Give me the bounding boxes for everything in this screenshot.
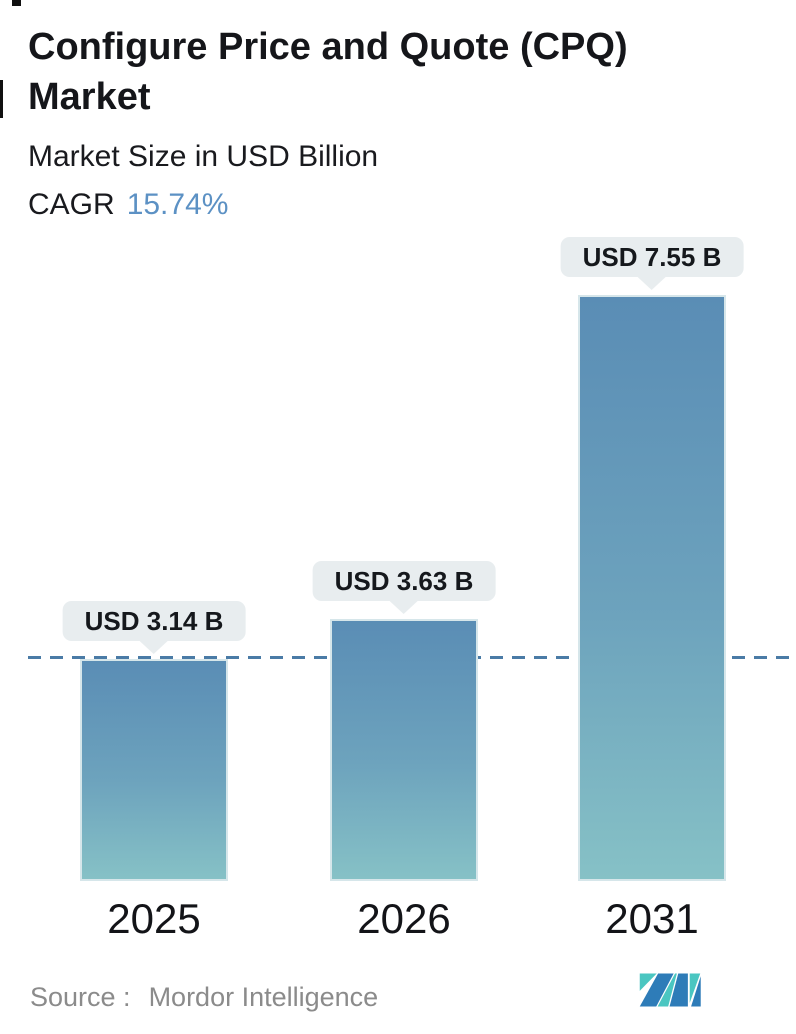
bar-2025	[80, 659, 228, 881]
x-axis-label-2031: 2031	[605, 895, 699, 942]
source-label: Source :	[30, 982, 131, 1012]
cagr-row: CAGR 15.74%	[28, 188, 228, 222]
bubble-pointer-icon	[139, 641, 168, 654]
bar-group-2026: USD 3.63 B 2026	[312, 561, 496, 942]
bubble-pointer-icon	[389, 601, 418, 614]
x-axis-label-2025: 2025	[107, 895, 201, 942]
value-bubble: USD 3.63 B	[312, 561, 496, 614]
x-axis-label-2026: 2026	[357, 895, 451, 942]
value-bubble-text: USD 3.63 B	[334, 566, 474, 596]
cagr-value: 15.74%	[126, 188, 229, 221]
bar-group-2025: USD 3.14 B 2025	[62, 601, 246, 942]
value-bubble: USD 7.55 B	[560, 237, 744, 290]
chart-subtitle: Market Size in USD Billion	[28, 140, 379, 173]
source-value: Mordor Intelligence	[148, 982, 379, 1012]
crop-artifact	[0, 80, 3, 118]
bar-2031	[578, 295, 726, 881]
value-bubble-text: USD 7.55 B	[582, 242, 722, 272]
bar-2026	[330, 619, 478, 881]
source-row: Source : Mordor Intelligence	[30, 982, 378, 1013]
value-bubble: USD 3.14 B	[62, 601, 246, 654]
crop-artifact	[12, 0, 21, 6]
bar-group-2031: USD 7.55 B 2031	[560, 237, 744, 942]
page-title: Configure Price and Quote (CPQ) Market	[28, 26, 628, 119]
mordor-intelligence-logo-icon	[639, 973, 701, 1007]
value-bubble-text: USD 3.14 B	[84, 606, 224, 636]
cagr-label: CAGR	[28, 188, 115, 221]
plot-area: USD 3.14 B 2025 USD 3.63 B 2026 USD 7.55…	[0, 201, 796, 942]
bubble-pointer-icon	[637, 277, 666, 290]
